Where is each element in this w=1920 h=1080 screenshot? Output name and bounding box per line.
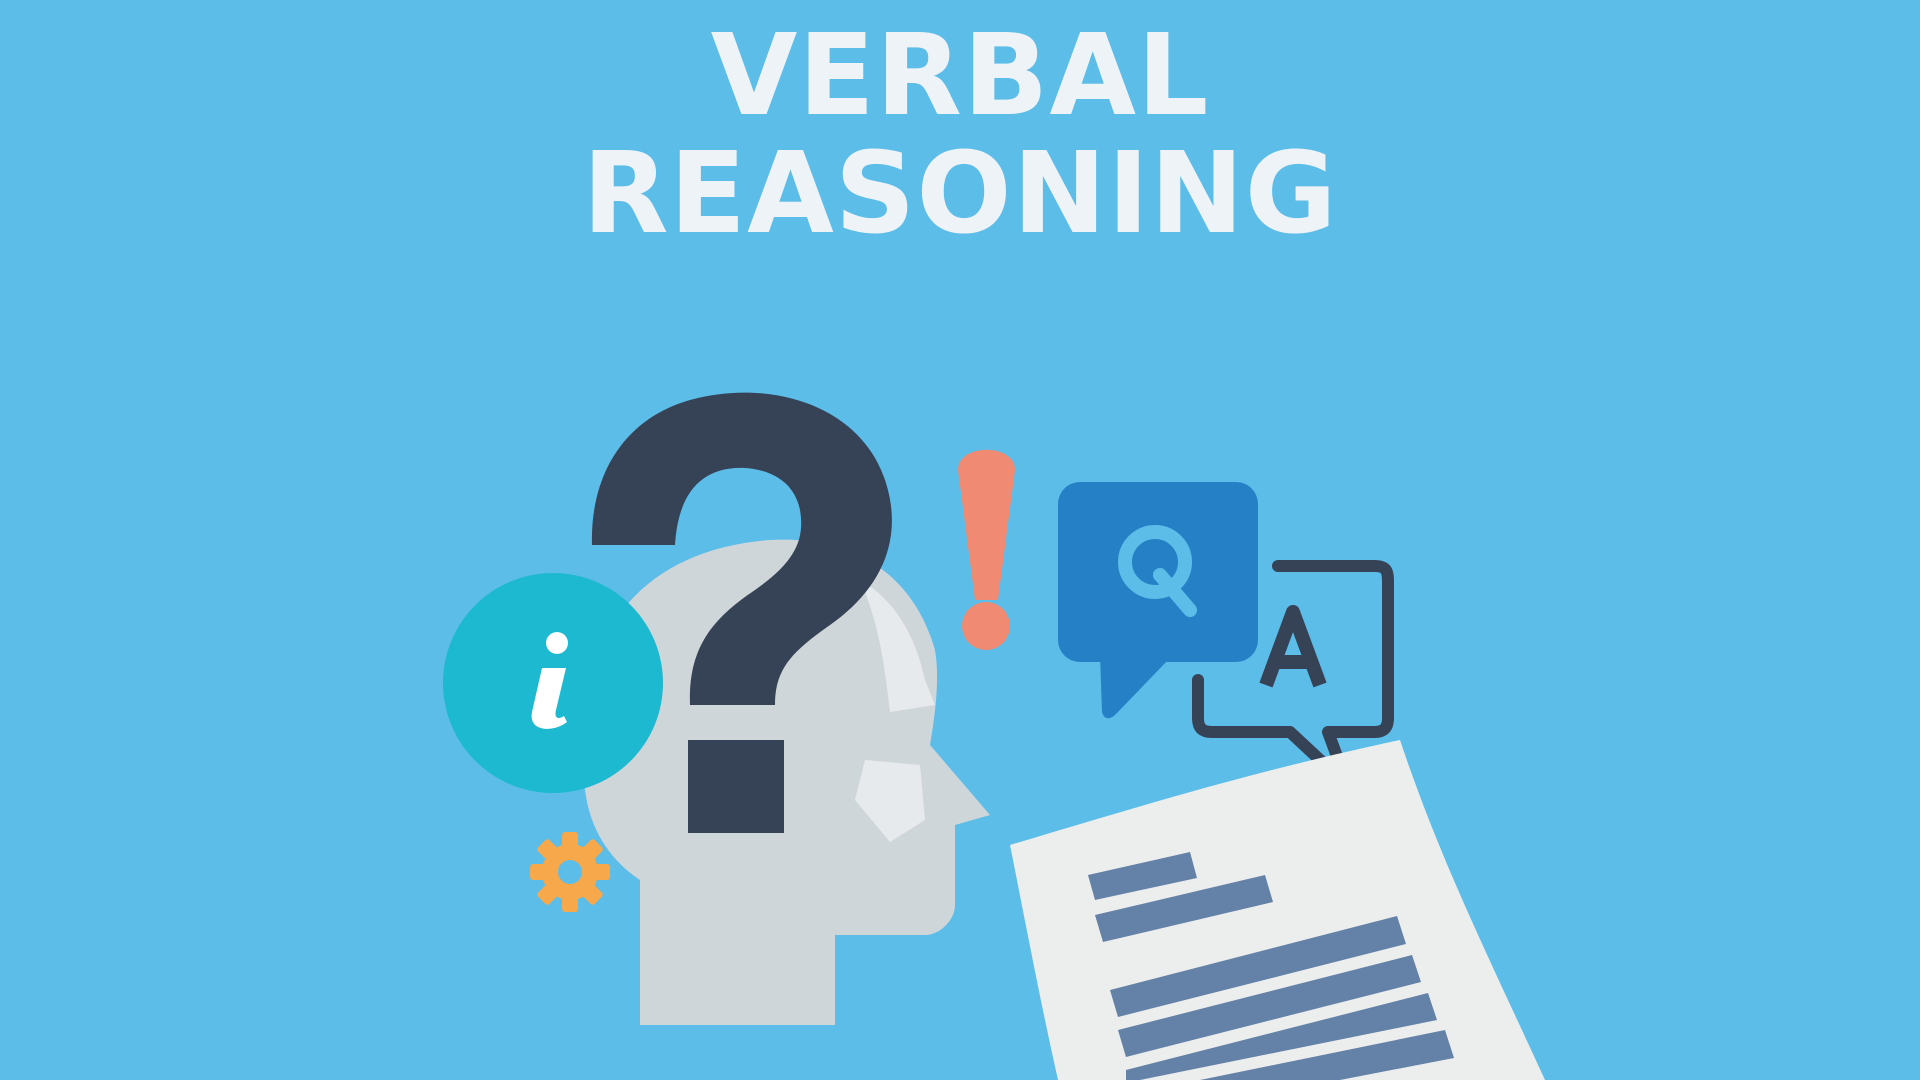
title-line-verbal: VERBAL (710, 11, 1210, 141)
exclamation-icon (958, 449, 1015, 650)
title-line-reasoning: REASONING (582, 129, 1338, 259)
info-icon (443, 573, 663, 793)
head-profile-icon (580, 539, 990, 1025)
question-mark-icon (591, 392, 892, 833)
document-icon (1010, 740, 1545, 1080)
q-speech-bubble-icon (1058, 482, 1258, 719)
gear-icon (530, 832, 610, 912)
a-speech-bubble-icon (1192, 560, 1394, 792)
